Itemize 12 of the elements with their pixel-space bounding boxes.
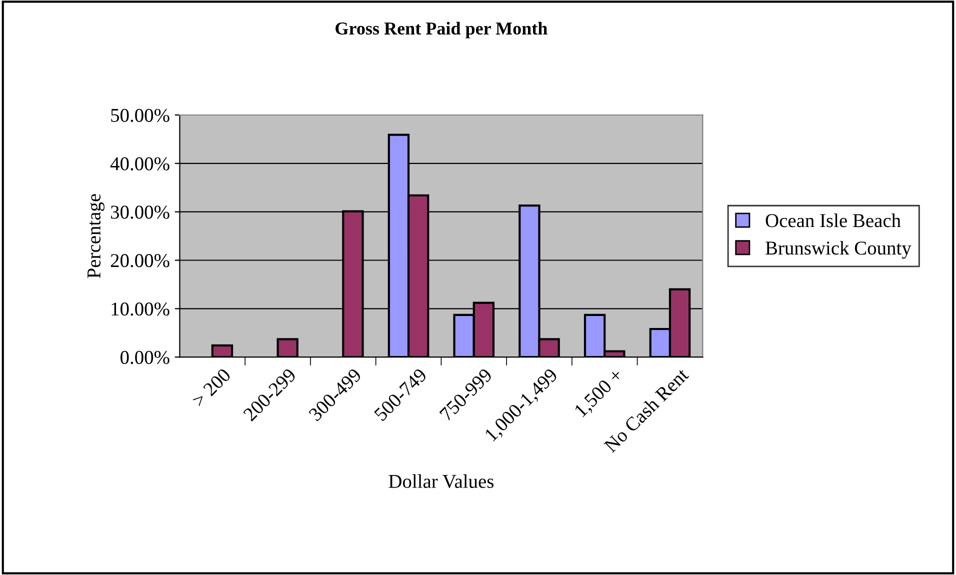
chart-title: Gross Rent Paid per Month bbox=[336, 22, 548, 38]
legend-label: Brunswick County bbox=[766, 240, 912, 259]
y-axis-title: Percentage bbox=[88, 194, 105, 278]
x-tick-label: > 200 bbox=[191, 368, 232, 408]
y-tick-label: 20.00% bbox=[110, 254, 170, 268]
y-tick-label: 0.00% bbox=[120, 350, 170, 364]
y-tick-label: 30.00% bbox=[110, 206, 170, 219]
y-tick-label: 50.00% bbox=[111, 108, 170, 122]
y-tick-label: 10.00% bbox=[112, 302, 170, 316]
y-tick-label: 40.00% bbox=[110, 157, 170, 170]
legend-label: Ocean Isle Beach bbox=[766, 214, 901, 228]
x-axis-title: Dollar Values bbox=[388, 474, 494, 488]
